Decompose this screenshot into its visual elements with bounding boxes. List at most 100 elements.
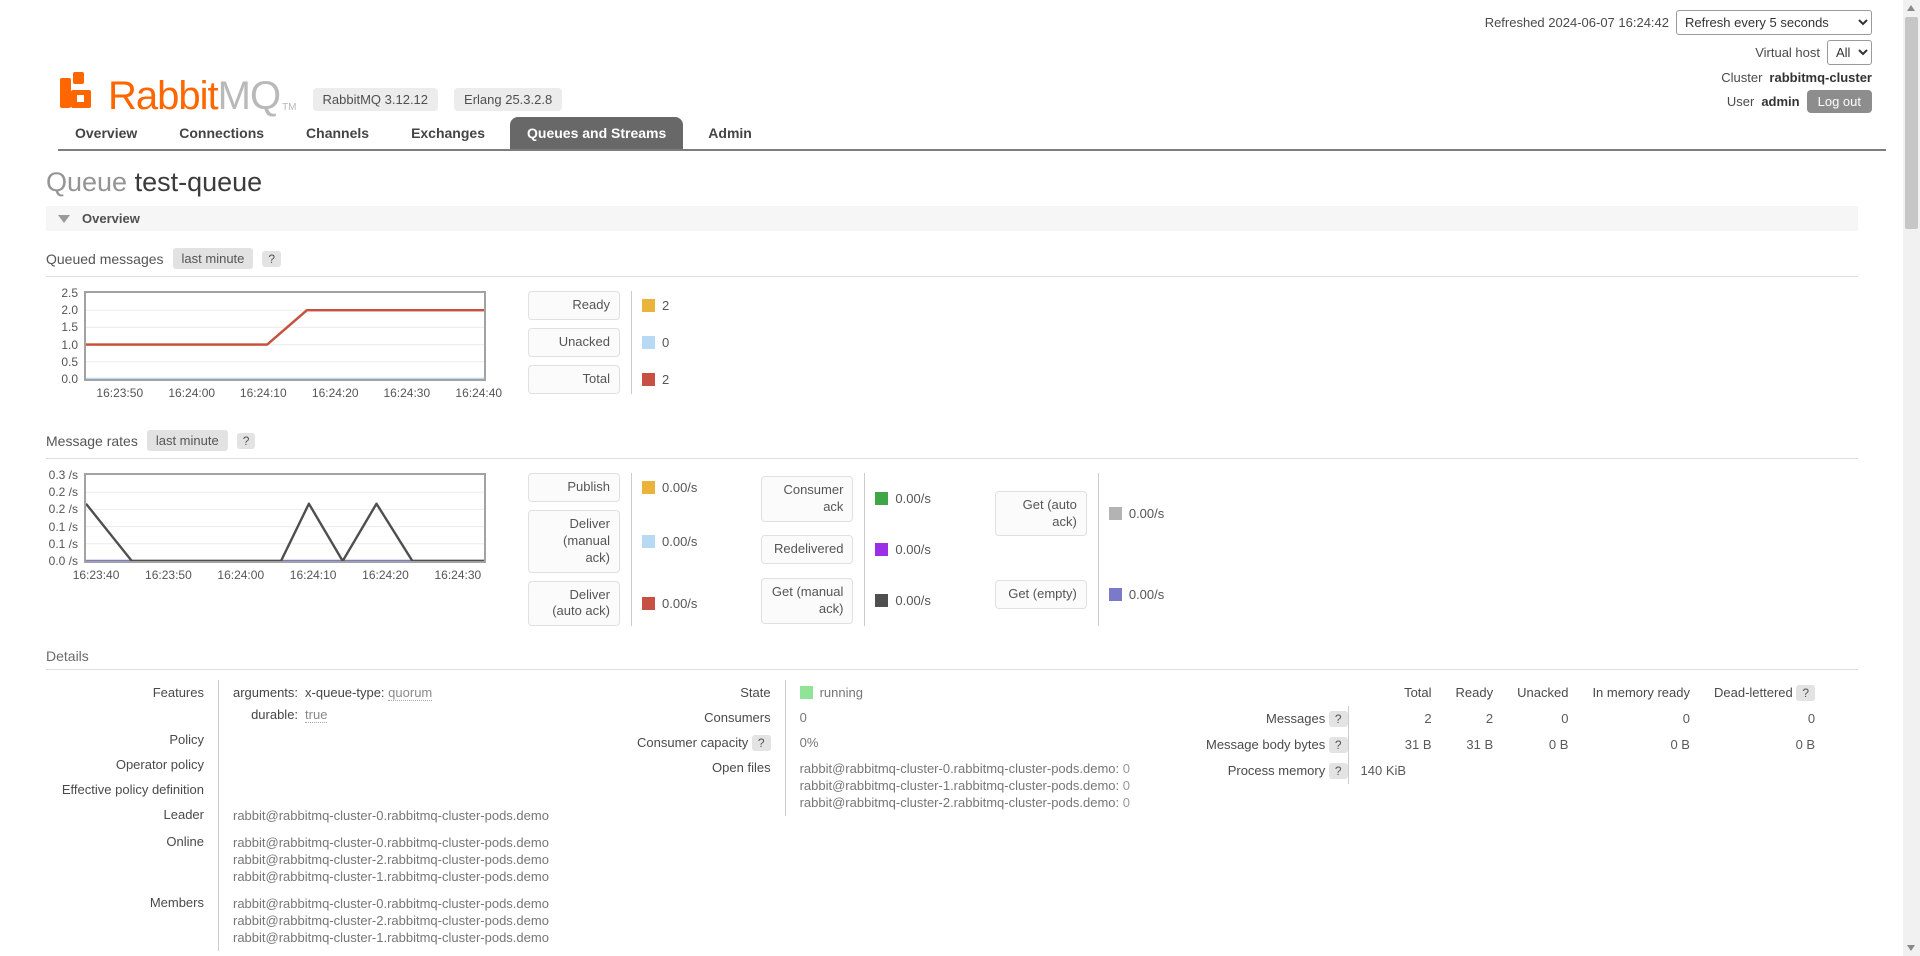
process-memory-row-label: Process memory ? <box>1182 758 1348 784</box>
help-badge[interactable]: ? <box>1328 711 1348 728</box>
legend-item-deliver-manual-ack[interactable]: Deliver (manual ack) <box>528 509 620 573</box>
open-files-node: rabbit@rabbitmq-cluster-1.rabbitmq-clust… <box>799 778 1120 794</box>
y-axis-tick: 0.2 /s <box>48 485 78 500</box>
legend-item-redelivered[interactable]: Redelivered <box>761 535 854 565</box>
legend-swatch-deliver-auto-ack <box>642 596 655 610</box>
leader-node: rabbit@rabbitmq-cluster-0.rabbitmq-clust… <box>233 808 549 824</box>
consumers-count-label: Consumers <box>704 710 771 726</box>
open-files-count: 0 <box>1122 795 1130 811</box>
member-node: rabbit@rabbitmq-cluster-2.rabbitmq-clust… <box>233 913 549 929</box>
scroll-down-arrow-icon[interactable] <box>1907 945 1915 951</box>
tab-channels[interactable]: Channels <box>306 125 370 141</box>
legend-item-get-empty[interactable]: Get (empty) <box>994 579 1087 609</box>
open-files-count: 0 <box>1122 761 1130 777</box>
tab-overview[interactable]: Overview <box>75 125 138 141</box>
x-axis-labels: 16:23:50 16:24:00 16:24:10 16:24:20 16:24:30… <box>84 386 502 403</box>
section-overview-toggle[interactable]: Overview <box>46 206 1858 231</box>
legend-item-get-auto-ack[interactable]: Get (auto ack) <box>994 490 1087 537</box>
virtual-host-select[interactable]: All <box>1827 40 1872 65</box>
tab-queues-and-streams[interactable]: Queues and Streams <box>510 117 684 149</box>
user-label: User <box>1726 94 1755 109</box>
legend-swatch-total <box>642 372 655 386</box>
x-axis-tick: 16:24:30 <box>383 386 431 400</box>
y-axis-tick: 0.3 /s <box>48 468 78 482</box>
x-axis-tick: 16:24:10 <box>289 568 337 582</box>
x-axis-tick: 16:23:40 <box>72 568 120 582</box>
vertical-scrollbar[interactable] <box>1903 0 1920 956</box>
x-axis-tick: 16:23:50 <box>145 568 192 582</box>
policy-label: Policy <box>169 732 204 748</box>
message-rates-chart: 0.3 /s 0.2 /s 0.2 /s 0.1 /s 0.1 /s 0.0 /s 16:… <box>46 468 486 585</box>
legend-swatch-deliver-manual-ack <box>642 534 655 548</box>
refresh-interval-select[interactable]: Refresh every 5 seconds <box>1676 10 1872 35</box>
legend-swatch-get-manual-ack <box>875 594 889 608</box>
logout-button[interactable]: Log out <box>1806 90 1872 113</box>
legend-value-ready: 2 <box>662 297 670 313</box>
y-axis-tick: 0.0 <box>61 372 78 386</box>
legend-swatch-ready <box>642 298 655 312</box>
legend-item-get-manual-ack[interactable]: Get (manual ack) <box>761 577 854 624</box>
member-node: rabbit@rabbitmq-cluster-1.rabbitmq-clust… <box>233 930 549 946</box>
message-rates-legend: Publish 0.00/s Deliver (manual ack) 0.00… <box>528 473 1165 627</box>
help-badge[interactable]: ? <box>751 735 771 752</box>
help-badge[interactable]: ? <box>1796 685 1816 702</box>
help-badge[interactable]: ? <box>262 250 282 267</box>
legend-item-total[interactable]: Total <box>528 364 620 394</box>
open-files-label: Open files <box>712 760 771 776</box>
legend-item-ready[interactable]: Ready <box>528 291 620 320</box>
legend-value-total: 2 <box>662 371 670 387</box>
consumer-capacity-label: Consumer capacity ? <box>588 730 785 755</box>
tab-exchanges[interactable]: Exchanges <box>411 125 485 141</box>
legend-item-consumer-ack[interactable]: Consumer ack <box>761 475 854 522</box>
help-badge[interactable]: ? <box>236 432 256 449</box>
scroll-up-arrow-icon[interactable] <box>1907 5 1915 11</box>
state-running-indicator <box>799 686 813 700</box>
legend-swatch-get-auto-ack <box>1108 507 1122 521</box>
legend-value: 0.00/s <box>895 593 931 609</box>
member-nodes: rabbit@rabbitmq-cluster-0.rabbitmq-clust… <box>218 890 562 952</box>
feature-arg-key: arguments: <box>233 685 299 701</box>
features-value: arguments: x-queue-type: quorum durable:… <box>233 685 552 724</box>
feature-arg-subkey: x-queue-type: <box>305 685 385 701</box>
queued-messages-title: Queued messages <box>46 250 164 267</box>
time-range-badge[interactable]: last minute <box>172 248 254 269</box>
legend-item-deliver-auto-ack[interactable]: Deliver (auto ack) <box>528 580 620 627</box>
help-badge[interactable]: ? <box>1328 763 1348 780</box>
legend-value: 0.00/s <box>1128 586 1165 602</box>
operator-policy-label: Operator policy <box>115 757 204 773</box>
body-bytes-unacked: 0 B <box>1548 737 1569 753</box>
cluster-label: Cluster <box>1721 70 1763 85</box>
time-range-badge[interactable]: last minute <box>146 430 228 451</box>
legend-value-unacked: 0 <box>662 334 670 350</box>
y-axis-tick: 0.1 /s <box>48 536 78 551</box>
messages-dead-lettered: 0 <box>1807 711 1816 727</box>
user-name: admin <box>1761 94 1800 109</box>
stats-header-dead-lettered: Dead-lettered ? <box>1690 680 1816 706</box>
open-files-values: rabbit@rabbitmq-cluster-0.rabbitmq-clust… <box>784 755 1140 817</box>
stats-header-in-memory-ready: In memory ready <box>1592 685 1690 701</box>
body-bytes-dead-lettered: 0 B <box>1795 737 1816 753</box>
virtual-host-label: Virtual host <box>1755 45 1820 60</box>
x-axis-tick: 16:24:10 <box>239 386 287 400</box>
legend-swatch-publish <box>642 480 655 494</box>
top-bar: RabbitMQ TM RabbitMQ 3.12.12 Erlang 25.3… <box>0 0 1920 116</box>
rabbitmq-logo[interactable]: RabbitMQ TM <box>58 68 297 116</box>
legend-value: 0.00/s <box>895 542 931 558</box>
tab-admin[interactable]: Admin <box>708 125 752 141</box>
x-axis-tick: 16:24:20 <box>362 568 409 582</box>
body-bytes-total: 31 B <box>1347 732 1432 759</box>
erlang-version-badge: Erlang 25.3.2.8 <box>454 88 563 111</box>
messages-in-memory-ready: 0 <box>1682 711 1690 727</box>
open-files-count: 0 <box>1122 778 1130 794</box>
consumers-count-value: 0 <box>784 705 1140 731</box>
help-badge[interactable]: ? <box>1328 737 1348 754</box>
open-files-node: rabbit@rabbitmq-cluster-2.rabbitmq-clust… <box>799 795 1120 811</box>
tab-connections[interactable]: Connections <box>179 125 265 141</box>
body-bytes-ready: 31 B <box>1466 737 1494 753</box>
legend-item-unacked[interactable]: Unacked <box>528 327 620 357</box>
legend-item-publish[interactable]: Publish <box>528 473 620 502</box>
main-content: Queue test-queue Overview Queued message… <box>0 167 1920 956</box>
message-body-bytes-row-label: Message body bytes ? <box>1182 732 1348 758</box>
scrollbar-thumb[interactable] <box>1905 17 1918 229</box>
